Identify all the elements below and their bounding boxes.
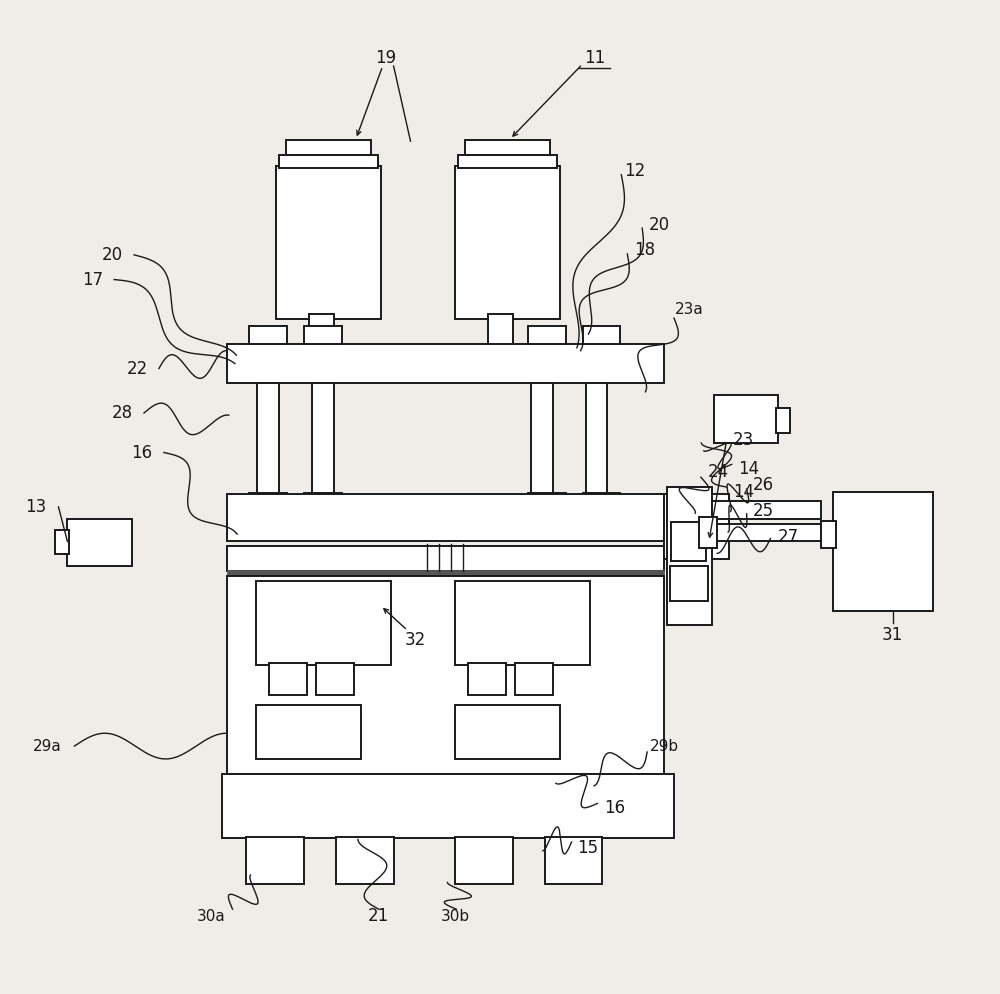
Text: 29a: 29a [33,739,62,753]
Bar [583,326,620,344]
Bar [249,326,287,344]
Bar [465,140,550,155]
Bar [256,705,361,759]
Text: 11: 11 [584,49,605,68]
Text: 27: 27 [778,528,799,546]
Bar [455,581,590,665]
Bar [227,571,664,579]
Bar [312,384,334,497]
Bar [531,384,553,497]
Text: 31: 31 [882,626,903,644]
Text: 13: 13 [25,498,46,516]
Text: 20: 20 [649,216,670,235]
Bar [227,577,664,773]
Bar [227,547,664,572]
Text: 25: 25 [753,502,774,520]
Bar [458,155,557,168]
Bar [309,314,334,349]
Text: 28: 28 [112,404,133,422]
Bar [671,522,706,562]
Bar [336,837,394,885]
Bar [269,663,307,695]
Bar [528,493,566,515]
Bar [222,773,674,838]
Text: 16: 16 [604,799,625,817]
Bar [304,326,342,344]
Text: 30b: 30b [441,909,470,923]
Text: 17: 17 [82,270,103,288]
Text: 30a: 30a [197,909,226,923]
Text: 24: 24 [708,463,729,481]
Text: 14: 14 [733,483,754,501]
Text: 21: 21 [368,908,389,925]
Bar [667,487,712,625]
Bar [833,492,933,610]
Bar [227,494,664,542]
Bar [257,384,279,497]
Bar [468,663,506,695]
Text: 26: 26 [753,476,774,494]
Bar [455,166,560,319]
Bar [712,524,821,542]
Bar [227,344,664,384]
Bar [279,155,378,168]
Bar [304,493,342,515]
Bar [545,837,602,885]
Bar [699,517,717,549]
Text: 23a: 23a [675,302,703,317]
Bar [515,663,553,695]
Bar [67,519,132,567]
Bar [55,530,69,555]
Bar [286,140,371,155]
Bar [276,166,381,319]
Text: 20: 20 [102,246,123,263]
Bar [714,396,778,442]
Bar [583,493,620,515]
Bar [455,705,560,759]
Text: 32: 32 [405,631,426,649]
Text: 12: 12 [624,162,645,180]
Bar [455,837,513,885]
Text: 14: 14 [738,460,759,478]
Text: 18: 18 [634,241,655,258]
Bar [821,521,836,549]
Bar [712,501,821,519]
Bar [670,567,708,600]
Text: 15: 15 [577,839,598,857]
Text: 23: 23 [733,430,754,448]
Bar [586,384,607,497]
Bar [664,494,729,560]
Bar [528,326,566,344]
Text: 29b: 29b [650,739,679,753]
Bar [256,581,391,665]
Bar [246,837,304,885]
Text: 16: 16 [131,443,153,461]
Bar [488,314,513,349]
Bar [776,409,790,432]
Text: 22: 22 [126,360,148,378]
Bar [316,663,354,695]
Bar [249,493,287,515]
Text: 19: 19 [375,49,396,68]
